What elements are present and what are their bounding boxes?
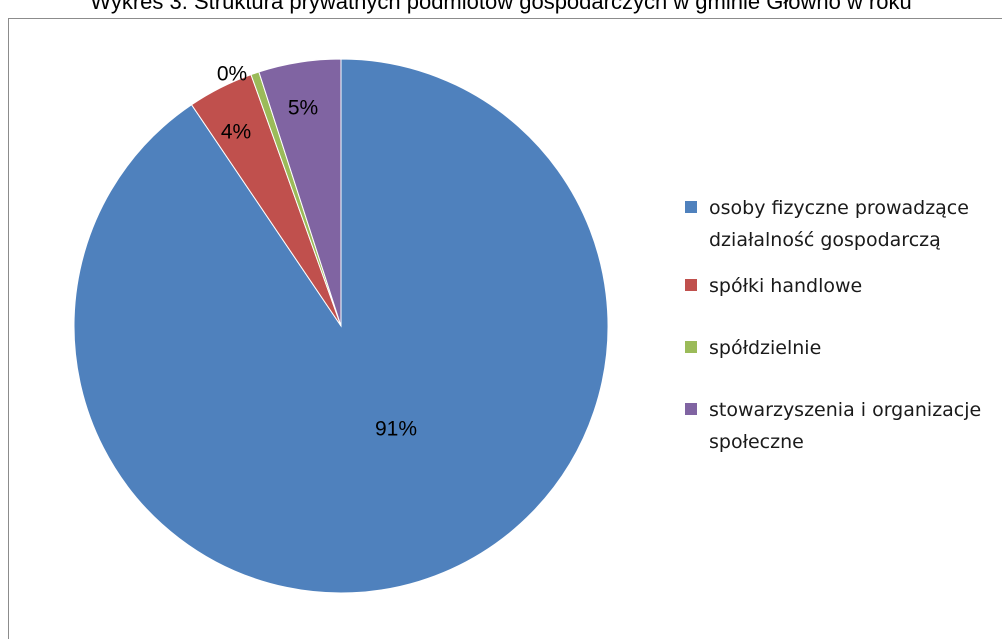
slice-data-label-4: 5% (288, 97, 318, 120)
slice-data-label-1: 91% (375, 418, 417, 441)
legend-item-2: spółki handlowe (683, 270, 998, 302)
legend-swatch-4 (685, 403, 697, 415)
legend-item-1: osoby fizyczne prowadzące działalność go… (683, 192, 998, 256)
legend-swatch-3 (685, 341, 697, 353)
chart-frame (8, 18, 1002, 639)
legend-label-1: osoby fizyczne prowadzące działalność go… (709, 197, 969, 251)
slice-data-label-2: 4% (221, 121, 251, 144)
legend-label-3: spółdzielnie (709, 337, 822, 359)
chart-title: Wykres 3. Struktura prywatnych podmiotów… (90, 0, 912, 14)
legend-swatch-1 (685, 201, 697, 213)
legend-label-4: stowarzyszenia i organizacje społeczne (709, 399, 982, 453)
slice-data-label-3: 0% (217, 63, 247, 86)
pie-slice-4 (258, 58, 342, 327)
legend-item-4: stowarzyszenia i organizacje społeczne (683, 394, 998, 458)
legend-label-2: spółki handlowe (709, 275, 863, 297)
chart-legend: osoby fizyczne prowadzące działalność go… (683, 192, 998, 458)
legend-swatch-2 (685, 279, 697, 291)
legend-item-3: spółdzielnie (683, 332, 998, 364)
